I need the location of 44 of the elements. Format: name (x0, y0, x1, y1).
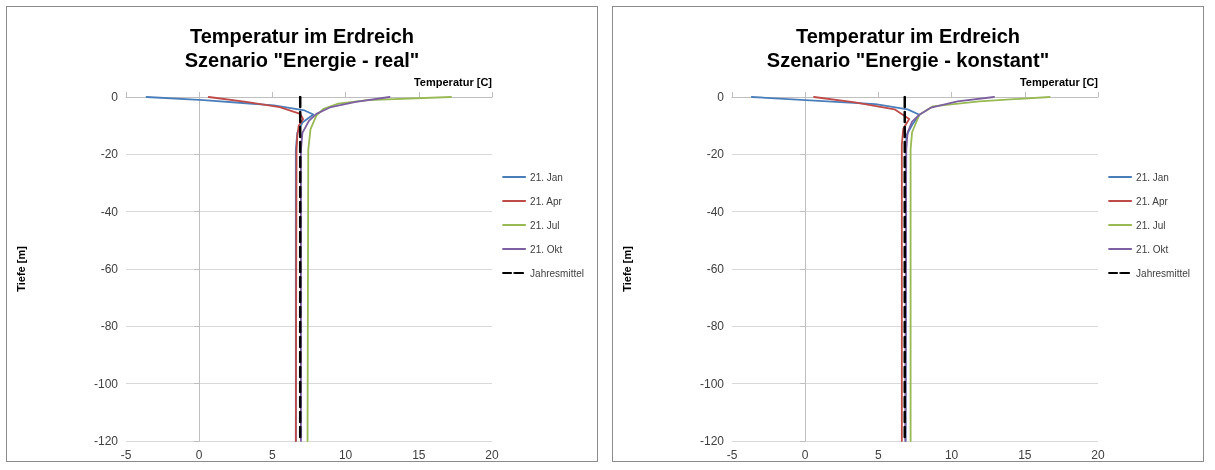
y-tick-label: 0 (111, 90, 119, 104)
x-tick-label: 10 (338, 448, 353, 462)
chart-subtitle: Szenario "Energie - konstant" (766, 49, 1050, 71)
y-tick-label: -40 (100, 204, 119, 219)
y-tick-label: -60 (706, 262, 725, 276)
x-tick-label: 5 (269, 448, 277, 462)
x-tick-label: -5 (120, 448, 132, 462)
legend-label: 21. Okt (1136, 243, 1169, 255)
legend-label: 21. Jan (530, 171, 563, 183)
legend-label: 21. Jan (1136, 171, 1169, 183)
y-tick-label: -120 (93, 434, 119, 448)
x-tick-label: 0 (195, 448, 203, 462)
x-tick-label: 10 (944, 448, 959, 462)
legend-label: 21. Jul (530, 219, 560, 231)
x-tick-label: 20 (1091, 448, 1105, 462)
y-tick-label: -60 (100, 262, 119, 276)
y-tick-label: -120 (699, 434, 725, 448)
x-tick-label: 15 (1018, 448, 1032, 462)
legend-label: Jahresmittel (530, 267, 584, 279)
legend-label: 21. Jul (1136, 219, 1166, 231)
x-axis-title: Temperatur [C] (413, 75, 493, 88)
y-tick-label: 0 (717, 90, 725, 104)
x-axis-title: Temperatur [C] (1019, 75, 1099, 88)
x-tick-label: 20 (485, 448, 499, 462)
y-tick-label: -20 (706, 147, 725, 162)
y-tick-label: -80 (706, 319, 725, 334)
x-tick-label: -5 (726, 448, 738, 462)
x-tick-label: 5 (875, 448, 883, 462)
legend-label: 21. Okt (530, 243, 563, 255)
chart-title: Temperatur im Erdreich (189, 25, 415, 47)
y-tick-label: -40 (706, 204, 725, 219)
legend-label: 21. Apr (1136, 195, 1169, 207)
x-tick-label: 0 (801, 448, 809, 462)
chart-subtitle: Szenario "Energie - real" (184, 49, 420, 71)
y-tick-label: -100 (93, 376, 119, 391)
y-tick-label: -100 (699, 376, 725, 391)
legend-label: Jahresmittel (1136, 267, 1190, 279)
y-tick-label: -20 (100, 147, 119, 162)
legend-label: 21. Apr (530, 195, 563, 207)
y-axis-title: Tiefe [m] (14, 245, 27, 292)
y-axis-title: Tiefe [m] (620, 245, 633, 292)
y-tick-label: -80 (100, 319, 119, 334)
chart-title: Temperatur im Erdreich (795, 25, 1021, 47)
x-tick-label: 15 (412, 448, 426, 462)
